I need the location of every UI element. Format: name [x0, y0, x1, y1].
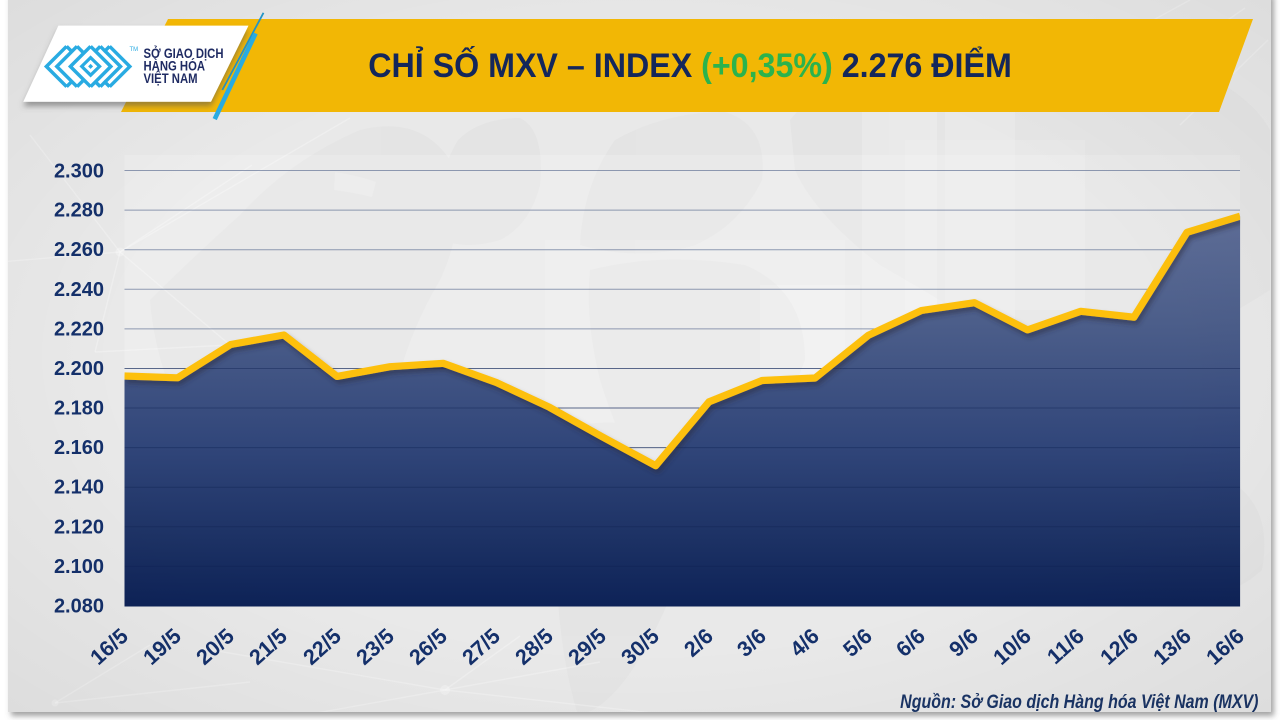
svg-text:VIỆT NAM: VIỆT NAM — [144, 70, 198, 86]
svg-text:CHỈ SỐ MXV – INDEX (+0,35%) 2.: CHỈ SỐ MXV – INDEX (+0,35%) 2.276 ĐIỂM — [368, 45, 1012, 85]
svg-text:HÀNG HÓA: HÀNG HÓA — [144, 57, 206, 73]
svg-text:SỞ GIAO DỊCH: SỞ GIAO DỊCH — [144, 45, 224, 61]
svg-text:TM: TM — [130, 47, 139, 53]
